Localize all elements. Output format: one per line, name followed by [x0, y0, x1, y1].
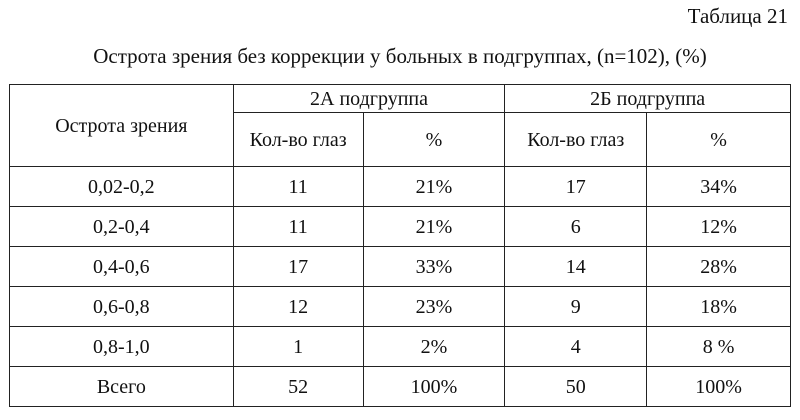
percent-2b-cell: 8 %: [646, 326, 791, 367]
percent-2a-cell: 2%: [362, 326, 506, 367]
percent-2a-cell: 33%: [362, 246, 506, 287]
row-header-cell: Острота зрения: [9, 84, 234, 167]
subheader-percent-2b: %: [646, 112, 791, 167]
subheader-row: Кол-во глаз % Кол-во глаз %: [10, 112, 791, 167]
count-2a-cell: 12: [232, 286, 364, 327]
acuity-table: Острота зрения 2А подгруппа 2Б подгруппа…: [9, 84, 791, 407]
subheader-count-2a: Кол-во глаз: [232, 112, 364, 167]
acuity-range-cell: 0,4-0,6: [9, 246, 234, 287]
count-2a-cell: 11: [232, 206, 364, 247]
total-count-2b-cell: 50: [504, 366, 648, 407]
count-2b-cell: 17: [504, 166, 648, 207]
group-header-row: Острота зрения 2А подгруппа 2Б подгруппа: [9, 84, 791, 167]
percent-2a-cell: 21%: [362, 166, 506, 207]
count-2a-cell: 17: [232, 246, 364, 287]
percent-2b-cell: 12%: [646, 206, 791, 247]
table-row: 0,02-0,2 11 21% 17 34%: [9, 166, 791, 207]
table-row: 0,6-0,8 12 23% 9 18%: [9, 286, 791, 327]
count-2b-cell: 9: [504, 286, 648, 327]
subheader-percent-2a: %: [362, 112, 506, 167]
total-percent-2a-cell: 100%: [362, 366, 506, 407]
acuity-range-cell: 0,6-0,8: [9, 286, 234, 327]
total-count-2a-cell: 52: [232, 366, 364, 407]
table-row: 0,2-0,4 11 21% 6 12%: [9, 206, 791, 247]
table-row: 0,4-0,6 17 33% 14 28%: [9, 246, 791, 287]
percent-2b-cell: 34%: [646, 166, 791, 207]
count-2b-cell: 4: [504, 326, 648, 367]
total-label-cell: Всего: [9, 366, 234, 407]
group-2b-header: 2Б подгруппа: [504, 84, 791, 113]
percent-2a-cell: 23%: [362, 286, 506, 327]
percent-2b-cell: 18%: [646, 286, 791, 327]
subheader-count-2b: Кол-во глаз: [504, 112, 648, 167]
acuity-range-cell: 0,02-0,2: [9, 166, 234, 207]
table-row: 0,8-1,0 1 2% 4 8 %: [9, 326, 791, 367]
table-caption: Острота зрения без коррекции у больных в…: [93, 44, 707, 68]
count-2b-cell: 14: [504, 246, 648, 287]
count-2b-cell: 6: [504, 206, 648, 247]
group-2a-header: 2А подгруппа: [232, 84, 506, 113]
acuity-range-cell: 0,2-0,4: [9, 206, 234, 247]
count-2a-cell: 11: [232, 166, 364, 207]
percent-2a-cell: 21%: [362, 206, 506, 247]
total-percent-2b-cell: 100%: [646, 366, 791, 407]
table-number: Таблица 21: [687, 4, 788, 28]
percent-2b-cell: 28%: [646, 246, 791, 287]
count-2a-cell: 1: [232, 326, 364, 367]
total-row: Всего 52 100% 50 100%: [9, 366, 791, 407]
acuity-range-cell: 0,8-1,0: [9, 326, 234, 367]
